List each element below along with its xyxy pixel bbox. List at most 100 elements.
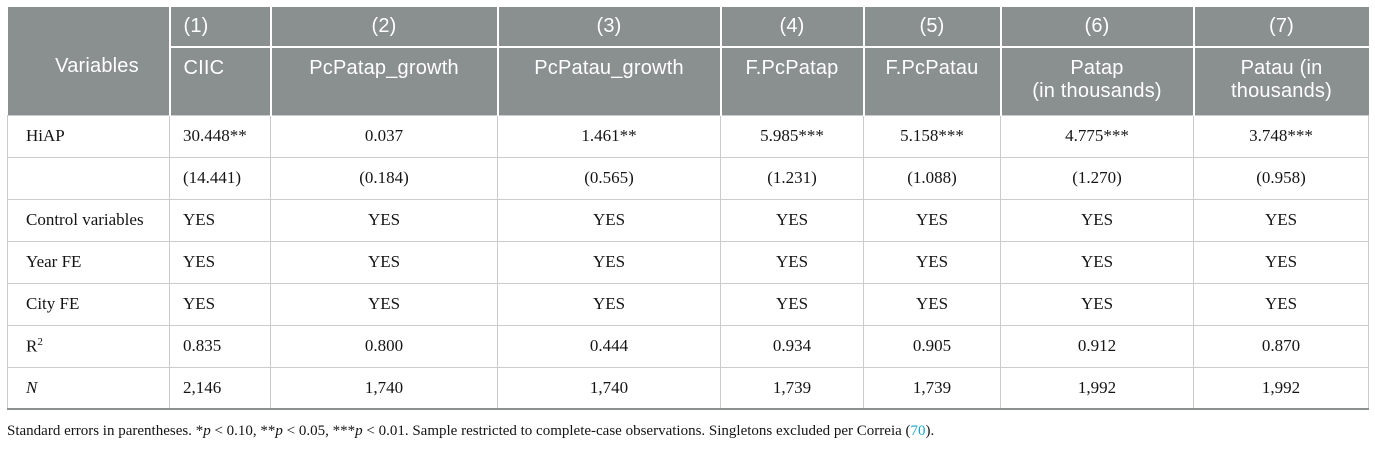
data-cell: 1,739 <box>863 366 1001 410</box>
data-cell: YES <box>169 198 271 242</box>
table-header: Variables (1) (2) (3) (4) (5) (6) (7) CI… <box>7 7 1369 115</box>
data-cell: YES <box>863 240 1001 284</box>
header-label: PcPatau_growth <box>534 57 684 79</box>
table-body: HiAP 30.448** 0.037 1.461** 5.985*** 5.1… <box>7 114 1369 410</box>
header-row-model-numbers: Variables (1) (2) (3) (4) (5) (6) (7) <box>7 7 1369 115</box>
footnote-text: < 0.01. <box>362 423 413 439</box>
data-cell: (1.231) <box>720 156 864 200</box>
row-r-squared: R2 0.835 0.800 0.444 0.934 0.905 0.912 0… <box>7 324 1369 368</box>
data-cell: 2,146 <box>169 366 271 410</box>
data-cell: 1,740 <box>270 366 498 410</box>
header-label: thousands) <box>1231 80 1332 102</box>
data-cell: YES <box>270 198 498 242</box>
table-footnote: Standard errors in parentheses. *p < 0.1… <box>7 423 1368 440</box>
r-squared-exponent: 2 <box>37 335 43 348</box>
footnote-text: < 0.05, <box>282 423 333 439</box>
header-label: CIIC <box>183 57 225 79</box>
significance-stars: *** <box>332 423 356 439</box>
footnote-text: ). <box>925 423 935 439</box>
data-cell: YES <box>1193 198 1369 242</box>
header-depvar-pcpatap-growth: PcPatap_growth <box>269 46 498 115</box>
header-col-2: (2) <box>269 7 498 47</box>
data-cell: (14.441) <box>169 156 271 200</box>
header-label: PcPatap_growth <box>309 57 459 79</box>
p-symbol: p <box>275 423 283 439</box>
row-hiap-coefficients: HiAP 30.448** 0.037 1.461** 5.985*** 5.1… <box>7 114 1369 158</box>
data-cell: 30.448** <box>169 114 271 158</box>
data-cell: YES <box>720 282 864 326</box>
header-col-7: (7) <box>1192 7 1369 47</box>
data-cell: YES <box>169 240 271 284</box>
data-cell: 5.985*** <box>720 114 864 158</box>
data-cell: 0.800 <box>270 324 498 368</box>
data-cell: (0.565) <box>497 156 721 200</box>
data-cell: YES <box>1193 282 1369 326</box>
header-label: F.PcPatap <box>745 57 839 79</box>
data-cell: 0.905 <box>863 324 1001 368</box>
p-symbol: p <box>203 423 211 439</box>
data-cell: YES <box>720 198 864 242</box>
data-cell: (1.088) <box>863 156 1001 200</box>
row-hiap-standard-errors: (14.441) (0.184) (0.565) (1.231) (1.088)… <box>7 156 1369 200</box>
data-cell: YES <box>863 198 1001 242</box>
footnote-text: < 0.10, <box>210 423 261 439</box>
row-label: R2 <box>7 324 170 368</box>
data-cell: YES <box>169 282 271 326</box>
data-cell: YES <box>863 282 1001 326</box>
data-cell: YES <box>1000 198 1194 242</box>
data-cell: 4.775*** <box>1000 114 1194 158</box>
header-col-6: (6) <box>999 7 1194 47</box>
data-cell: 0.444 <box>497 324 721 368</box>
header-col-5: (5) <box>862 7 1001 47</box>
footnote-text: Sample restricted to complete-case obser… <box>412 423 911 439</box>
header-variables: Variables <box>7 7 170 115</box>
data-cell: YES <box>270 282 498 326</box>
header-depvar-f-pcpatau: F.PcPatau <box>862 46 1001 115</box>
row-label: Year FE <box>7 240 170 284</box>
header-depvar-ciic: CIIC <box>168 46 271 115</box>
citation-link[interactable]: 70 <box>910 423 926 439</box>
header-depvar-patap: Patap (in thousands) <box>999 46 1194 115</box>
data-cell: 1,992 <box>1193 366 1369 410</box>
header-depvar-f-pcpatap: F.PcPatap <box>719 46 864 115</box>
data-cell: (1.270) <box>1000 156 1194 200</box>
data-cell: (0.184) <box>270 156 498 200</box>
header-row-dependent-vars: CIIC PcPatap_growth PcPatau_growth F.PcP… <box>8 46 1369 115</box>
row-observations: N 2,146 1,740 1,740 1,739 1,739 1,992 1,… <box>7 366 1369 410</box>
row-label: City FE <box>7 282 170 326</box>
data-cell: 0.934 <box>720 324 864 368</box>
data-cell: 0.037 <box>270 114 498 158</box>
header-label: F.PcPatau <box>885 57 979 79</box>
header-col-4: (4) <box>719 7 864 47</box>
data-cell: 1,739 <box>720 366 864 410</box>
data-cell: YES <box>1000 282 1194 326</box>
data-cell: YES <box>497 282 721 326</box>
header-col-3: (3) <box>496 7 721 47</box>
data-cell: 0.870 <box>1193 324 1369 368</box>
row-control-variables: Control variables YES YES YES YES YES YE… <box>7 198 1369 242</box>
footnote-text: Standard errors in parentheses. <box>7 423 196 439</box>
data-cell: 1.461** <box>497 114 721 158</box>
significance-stars: * <box>195 423 204 439</box>
significance-stars: ** <box>260 423 276 439</box>
p-symbol: p <box>355 423 363 439</box>
row-year-fe: Year FE YES YES YES YES YES YES YES <box>7 240 1369 284</box>
row-label: Control variables <box>7 198 170 242</box>
data-cell: YES <box>497 198 721 242</box>
data-cell: YES <box>720 240 864 284</box>
row-label: HiAP <box>7 114 170 158</box>
data-cell: 0.912 <box>1000 324 1194 368</box>
header-col-1: (1) <box>168 7 271 47</box>
data-cell: YES <box>1000 240 1194 284</box>
header-label: Patap <box>1070 57 1124 79</box>
data-cell: 3.748*** <box>1193 114 1369 158</box>
header-label: (in thousands) <box>1032 80 1162 102</box>
data-cell: YES <box>1193 240 1369 284</box>
row-label: N <box>7 366 170 410</box>
regression-table: Variables (1) (2) (3) (4) (5) (6) (7) CI… <box>7 7 1369 410</box>
page: Variables (1) (2) (3) (4) (5) (6) (7) CI… <box>7 7 1369 440</box>
data-cell: 5.158*** <box>863 114 1001 158</box>
data-cell: 0.835 <box>169 324 271 368</box>
header-label: Patau (in <box>1240 57 1323 79</box>
data-cell: YES <box>497 240 721 284</box>
